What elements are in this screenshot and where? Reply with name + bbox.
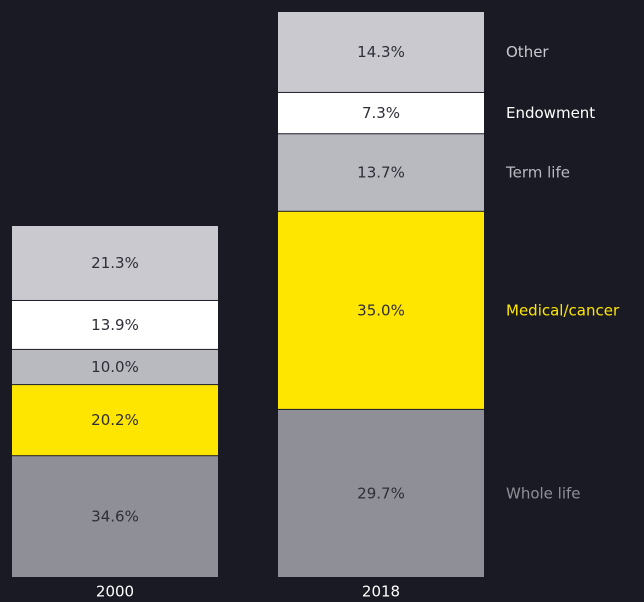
value-label: 7.3% [362, 104, 400, 122]
value-label: 35.0% [357, 301, 405, 319]
legend-label: Term life [505, 164, 570, 182]
value-label: 13.7% [357, 164, 405, 182]
bar-segment [278, 12, 484, 92]
bar-segment [278, 211, 484, 409]
bar-segment [278, 134, 484, 211]
x-tick-label: 2000 [96, 583, 134, 601]
value-label: 10.0% [91, 358, 139, 376]
bar-segment [278, 409, 484, 577]
bar-segment [12, 456, 218, 577]
value-label: 14.3% [357, 43, 405, 61]
legend-label: Whole life [506, 484, 581, 502]
value-label: 13.9% [91, 316, 139, 334]
value-label: 29.7% [357, 484, 405, 502]
x-tick-label: 2018 [362, 583, 400, 601]
bar-segment [12, 385, 218, 456]
legend-label: Medical/cancer [506, 301, 620, 319]
bar-segment [12, 226, 218, 300]
value-label: 20.2% [91, 411, 139, 429]
bar-segment [12, 300, 218, 349]
legend-label: Other [506, 43, 549, 61]
legend-label: Endowment [506, 104, 595, 122]
value-label: 21.3% [91, 254, 139, 272]
bar-segment [12, 349, 218, 385]
value-label: 34.6% [91, 508, 139, 526]
bar-segment [278, 92, 484, 134]
